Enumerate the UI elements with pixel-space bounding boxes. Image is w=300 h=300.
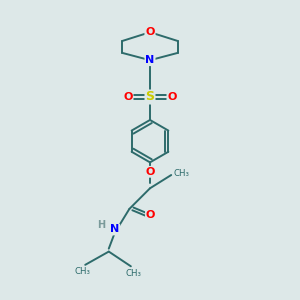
- Text: O: O: [146, 210, 155, 220]
- Text: S: S: [146, 91, 154, 103]
- Text: CH₃: CH₃: [126, 269, 142, 278]
- Text: O: O: [167, 92, 177, 102]
- Text: CH₃: CH₃: [74, 267, 90, 276]
- Text: CH₃: CH₃: [173, 169, 189, 178]
- Text: N: N: [146, 55, 154, 65]
- Text: O: O: [145, 27, 155, 37]
- Text: H: H: [98, 220, 106, 230]
- Text: O: O: [145, 167, 155, 177]
- Text: O: O: [123, 92, 133, 102]
- Text: N: N: [110, 224, 119, 235]
